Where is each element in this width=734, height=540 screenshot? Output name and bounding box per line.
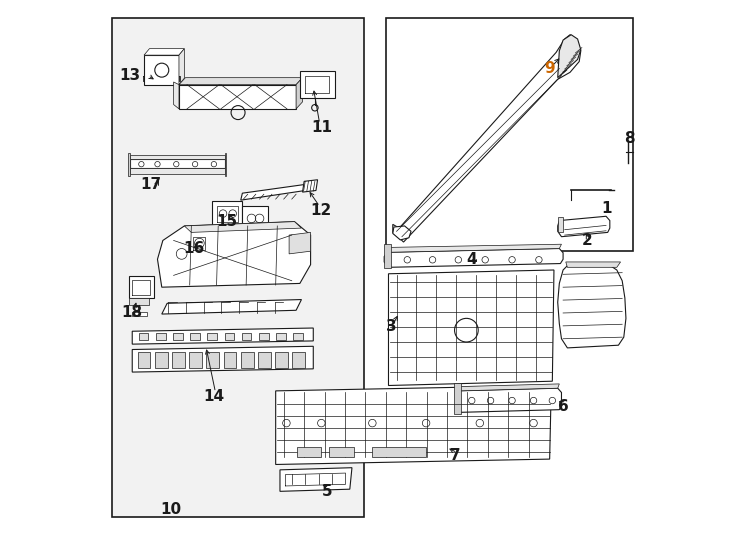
Polygon shape xyxy=(174,82,179,109)
Text: 1: 1 xyxy=(601,201,611,215)
Text: 12: 12 xyxy=(310,204,332,218)
Text: 11: 11 xyxy=(310,120,332,135)
Polygon shape xyxy=(144,49,184,55)
Polygon shape xyxy=(131,312,147,316)
Bar xyxy=(386,17,633,251)
Polygon shape xyxy=(384,244,391,268)
Bar xyxy=(225,333,234,340)
Polygon shape xyxy=(212,226,242,231)
Bar xyxy=(137,352,150,368)
Polygon shape xyxy=(128,153,129,176)
Text: 9: 9 xyxy=(545,61,555,76)
Polygon shape xyxy=(158,221,310,287)
Bar xyxy=(330,447,354,457)
Text: 10: 10 xyxy=(160,502,181,517)
Polygon shape xyxy=(225,153,226,176)
Polygon shape xyxy=(302,180,318,192)
Polygon shape xyxy=(241,184,308,200)
Text: 2: 2 xyxy=(582,233,592,248)
Text: 8: 8 xyxy=(624,131,634,146)
Polygon shape xyxy=(459,384,559,391)
Polygon shape xyxy=(242,206,268,231)
Polygon shape xyxy=(558,265,626,348)
Bar xyxy=(172,352,185,368)
Text: 13: 13 xyxy=(119,68,140,83)
Polygon shape xyxy=(558,218,563,232)
Polygon shape xyxy=(393,226,411,240)
Bar xyxy=(372,447,426,457)
Polygon shape xyxy=(144,55,179,85)
Text: 4: 4 xyxy=(466,252,477,267)
Bar xyxy=(241,333,252,340)
Bar xyxy=(297,447,321,457)
Polygon shape xyxy=(388,244,562,252)
Polygon shape xyxy=(189,233,208,253)
Text: 16: 16 xyxy=(184,241,205,256)
Text: 6: 6 xyxy=(558,400,568,415)
Polygon shape xyxy=(161,300,302,314)
Bar xyxy=(275,352,288,368)
Text: 14: 14 xyxy=(203,389,225,404)
Polygon shape xyxy=(179,78,302,85)
Polygon shape xyxy=(454,383,461,414)
Polygon shape xyxy=(184,221,302,232)
Polygon shape xyxy=(179,49,184,85)
Polygon shape xyxy=(129,168,225,174)
Bar xyxy=(292,352,305,368)
Polygon shape xyxy=(558,35,581,78)
Polygon shape xyxy=(289,232,310,254)
Text: 18: 18 xyxy=(122,306,143,320)
Bar xyxy=(208,333,217,340)
Polygon shape xyxy=(300,71,335,98)
Bar xyxy=(156,333,166,340)
Polygon shape xyxy=(296,78,302,109)
Bar xyxy=(190,333,200,340)
Text: 5: 5 xyxy=(321,484,332,499)
Polygon shape xyxy=(558,217,610,237)
Bar xyxy=(276,333,286,340)
Polygon shape xyxy=(393,35,581,242)
Text: 15: 15 xyxy=(217,214,238,229)
Polygon shape xyxy=(129,155,225,159)
Polygon shape xyxy=(132,328,313,344)
Polygon shape xyxy=(179,85,296,109)
Bar xyxy=(155,352,167,368)
Polygon shape xyxy=(276,386,551,464)
Polygon shape xyxy=(129,298,150,305)
Bar xyxy=(259,333,269,340)
Bar xyxy=(112,17,364,517)
Polygon shape xyxy=(132,346,313,372)
Bar xyxy=(173,333,183,340)
Polygon shape xyxy=(129,159,225,168)
Bar xyxy=(258,352,271,368)
Bar xyxy=(139,333,148,340)
Bar xyxy=(294,333,303,340)
Bar xyxy=(189,352,202,368)
Polygon shape xyxy=(212,201,242,226)
Bar xyxy=(224,352,236,368)
Text: 7: 7 xyxy=(451,448,461,463)
Polygon shape xyxy=(388,270,554,386)
Polygon shape xyxy=(280,468,352,491)
Text: 17: 17 xyxy=(140,177,161,192)
Polygon shape xyxy=(566,262,620,267)
Polygon shape xyxy=(384,248,563,267)
Text: 3: 3 xyxy=(386,319,396,334)
Bar xyxy=(206,352,219,368)
Polygon shape xyxy=(129,276,153,298)
Bar xyxy=(241,352,254,368)
Polygon shape xyxy=(456,388,562,413)
